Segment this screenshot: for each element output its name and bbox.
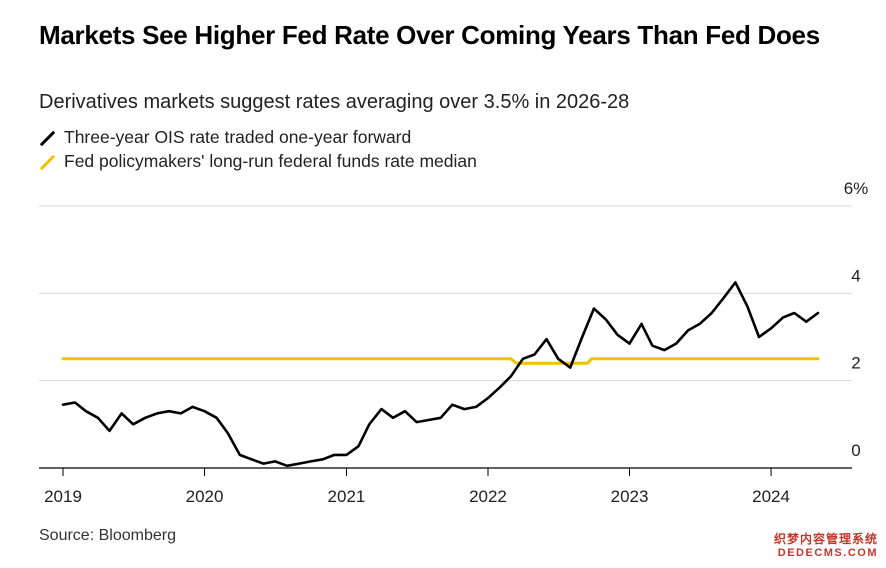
x-tick-label: 2021 [328, 487, 366, 506]
legend-item-fed: Fed policymakers' long-run federal funds… [39, 151, 477, 172]
x-tick-label: 2024 [752, 487, 790, 506]
y-tick-label: 2 [851, 354, 860, 373]
watermark-line-1: 织梦内容管理系统 [773, 532, 878, 546]
watermark-line-2: DEDECMS.COM [777, 547, 878, 559]
legend-item-ois: Three-year OIS rate traded one-year forw… [39, 127, 411, 148]
x-tick-label: 2023 [611, 487, 649, 506]
y-tick-label: 4 [851, 266, 860, 285]
source-note: Source: Bloomberg [39, 527, 176, 544]
series-line-fed [61, 357, 820, 365]
legend-label-fed: Fed policymakers' long-run federal funds… [64, 151, 477, 171]
chart-subtitle: Derivatives markets suggest rates averag… [39, 91, 630, 113]
series-line-ois [61, 281, 820, 468]
y-tick-label: 0 [851, 441, 860, 460]
x-tick-label: 2022 [469, 487, 507, 506]
legend-label-ois: Three-year OIS rate traded one-year forw… [64, 127, 412, 147]
x-tick-label: 2019 [44, 487, 82, 506]
y-tick-label: 6% [844, 179, 869, 198]
chart-title: Markets See Higher Fed Rate Over Coming … [39, 20, 820, 50]
watermark: 织梦内容管理系统 DEDECMS.COM [774, 530, 878, 559]
x-tick-label: 2020 [186, 487, 224, 506]
